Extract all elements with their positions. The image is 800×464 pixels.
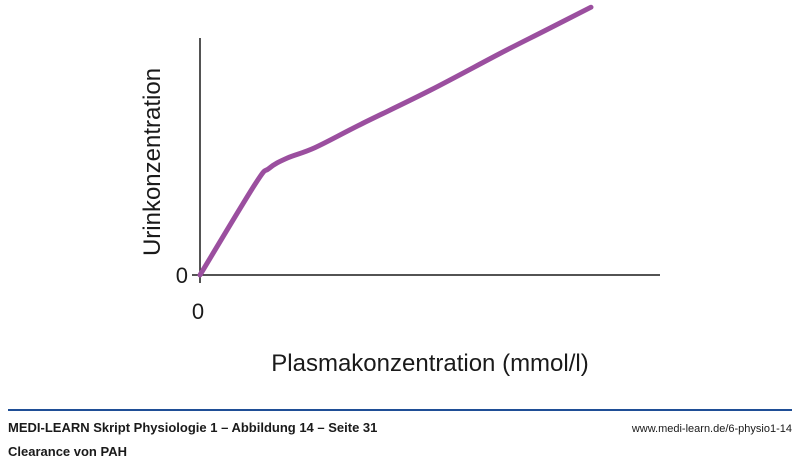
y-tick-label: 0 (176, 263, 188, 288)
footer-title: MEDI-LEARN Skript Physiologie 1 – Abbild… (8, 420, 378, 435)
x-tick-label: 0 (192, 299, 204, 324)
footer-subtitle: Clearance von PAH (8, 444, 127, 459)
series-line (197, 4, 594, 278)
x-axis-title: Plasmakonzentration (mmol/l) (271, 350, 588, 377)
footer-url: www.medi-learn.de/6-physio1-14 (631, 423, 792, 435)
chart: 0 0 Urinkonzentration Plasmakonzentratio… (139, 4, 660, 377)
y-axis-title: Urinkonzentration (139, 68, 166, 256)
footer-divider (8, 409, 792, 411)
